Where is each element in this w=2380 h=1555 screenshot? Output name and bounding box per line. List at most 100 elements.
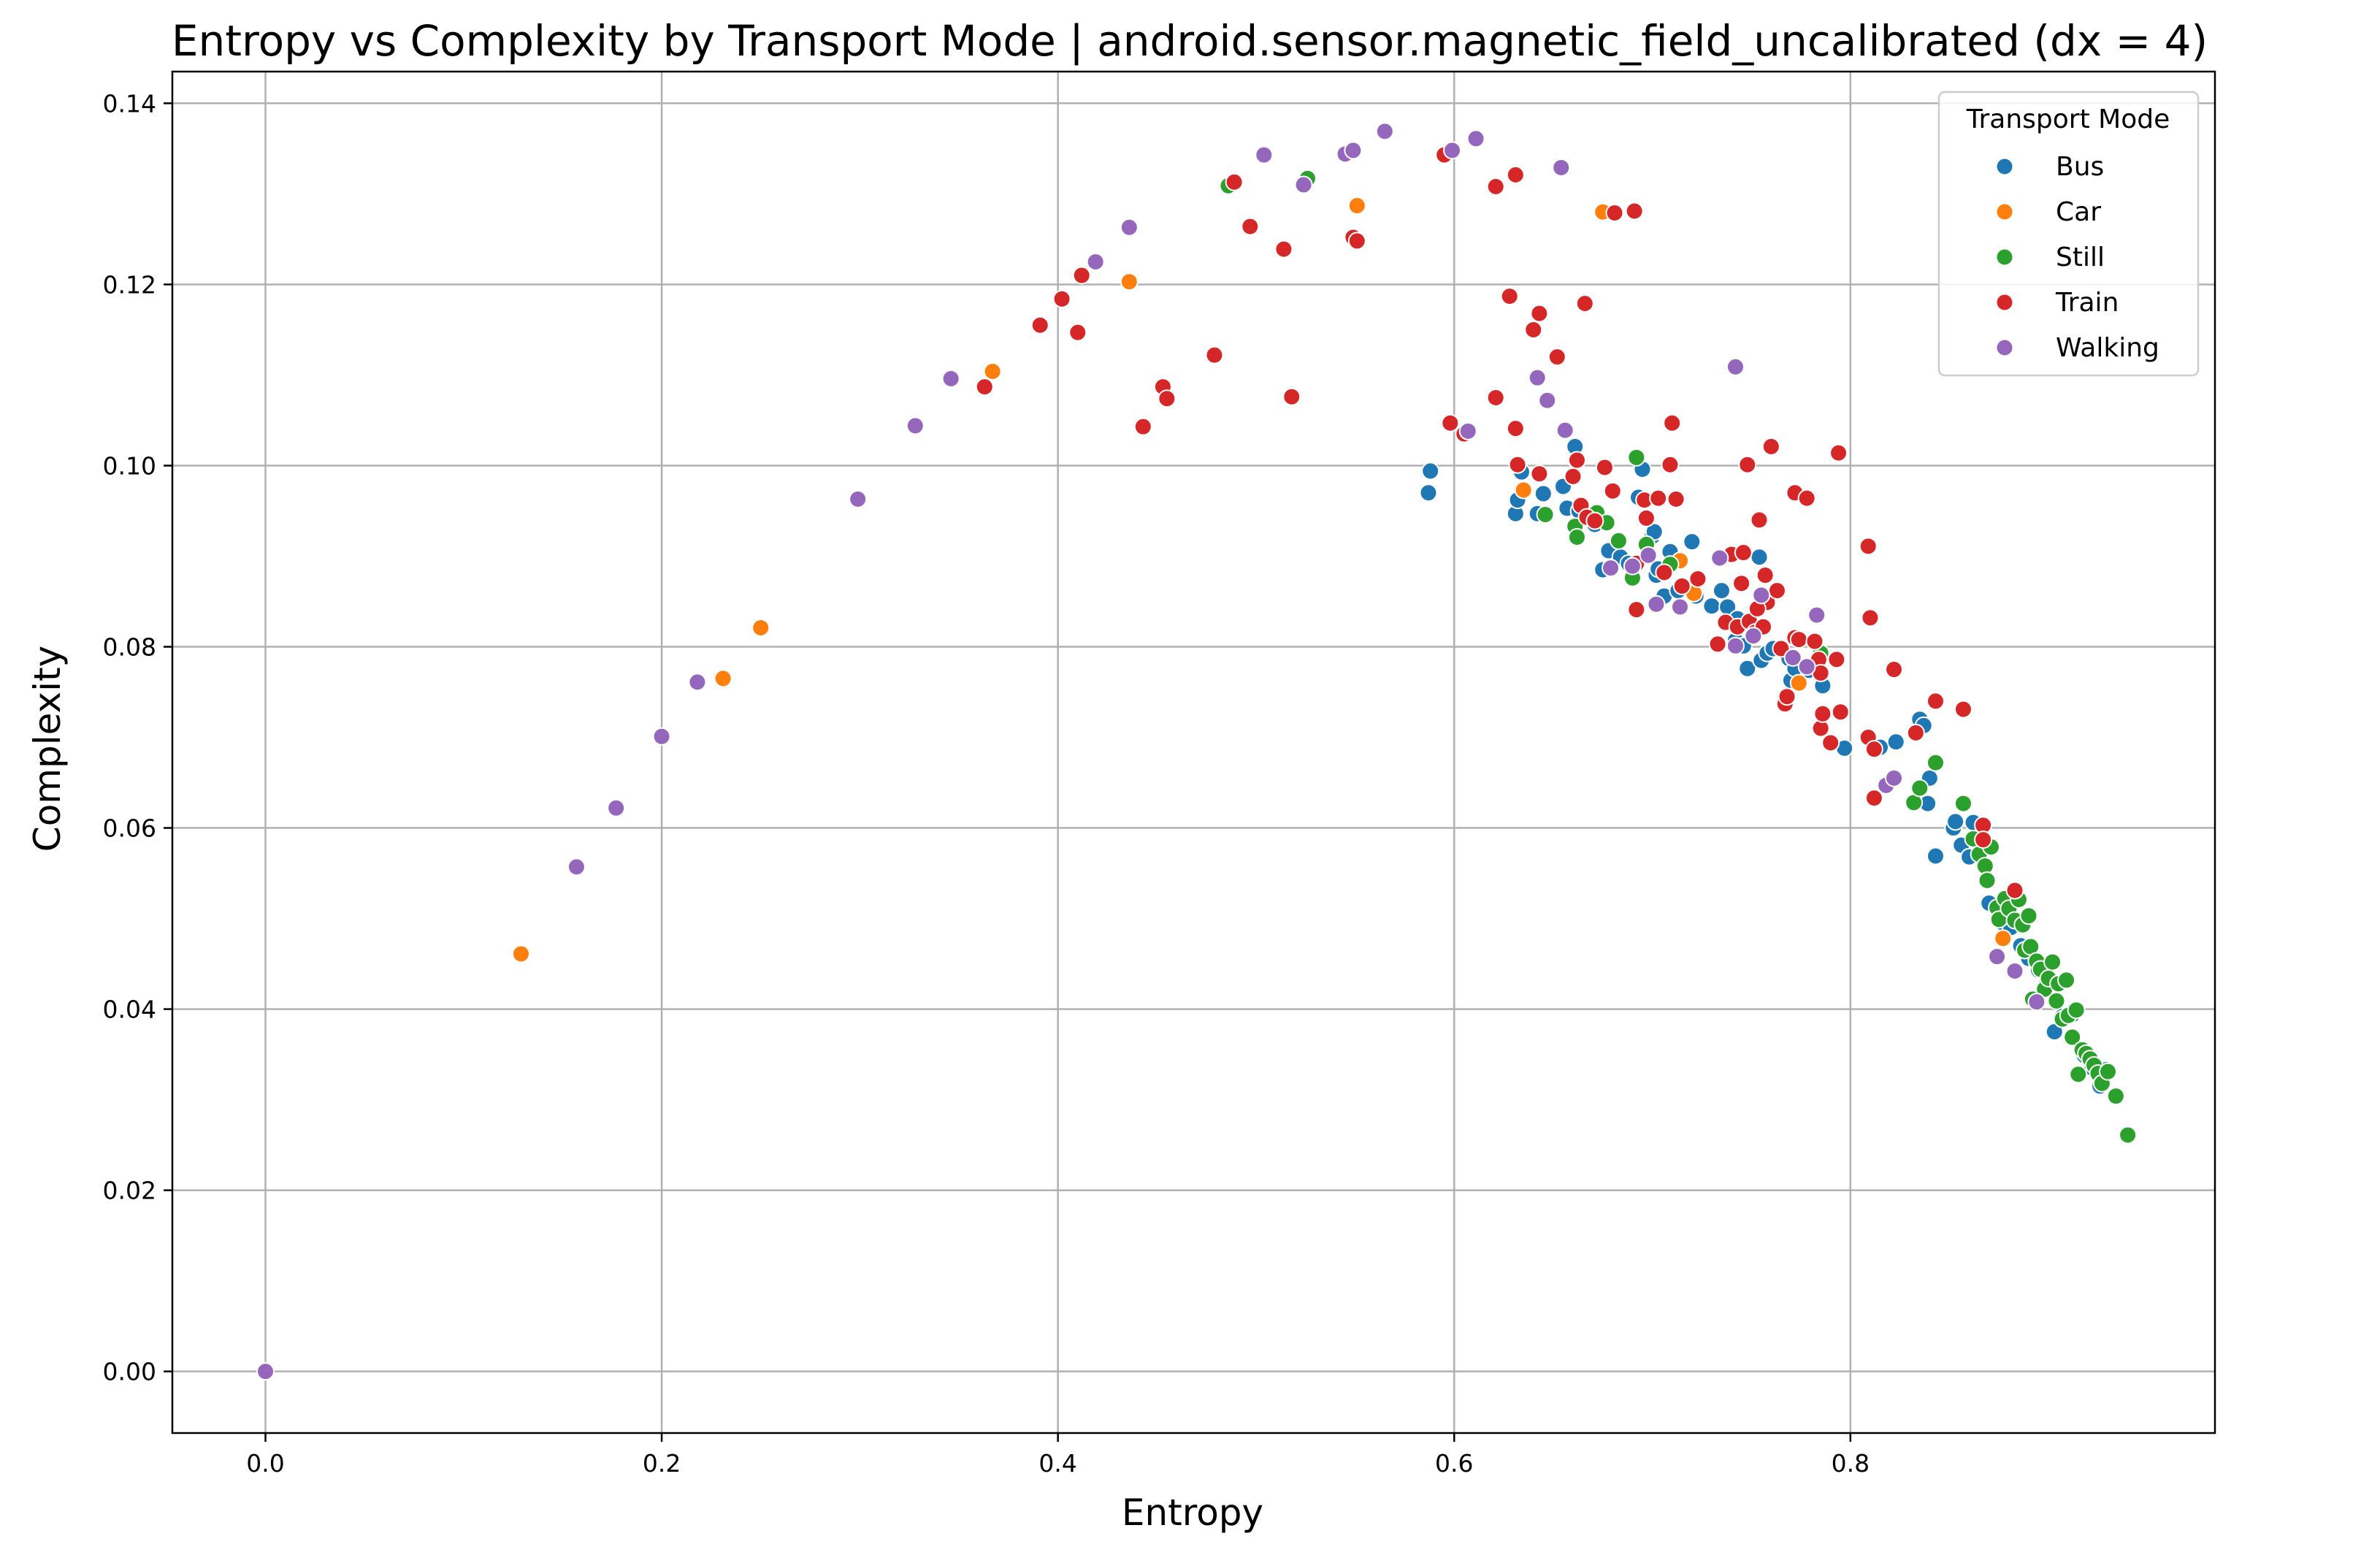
series-car [511, 196, 2013, 963]
legend-title: Transport Mode [1966, 104, 2170, 134]
data-point [1274, 240, 1293, 259]
data-point [1538, 391, 1557, 410]
data-point [1797, 657, 1816, 676]
data-point [1536, 505, 1555, 524]
data-point [1294, 175, 1313, 194]
legend-item-car: Car [1995, 197, 2101, 227]
data-point [1575, 294, 1594, 313]
data-point [1671, 597, 1690, 616]
data-point [1926, 753, 1945, 772]
data-point [1556, 421, 1574, 440]
data-point [1726, 636, 1745, 655]
data-point [688, 673, 707, 692]
data-point [1534, 484, 1553, 503]
data-point [1805, 632, 1824, 651]
y-tick-label: 0.02 [103, 1177, 156, 1205]
data-point [1627, 448, 1646, 467]
legend-item-bus: Bus [1995, 152, 2104, 182]
data-point [2119, 1126, 2138, 1145]
data-point [1086, 252, 1105, 271]
data-point [2005, 881, 2024, 900]
data-point [1120, 272, 1139, 291]
data-point [1241, 217, 1260, 236]
data-point [1530, 465, 1549, 484]
data-point [1609, 531, 1628, 550]
data-point [1347, 196, 1366, 215]
data-point [1282, 387, 1301, 406]
data-point [975, 378, 994, 397]
data-point [1637, 508, 1656, 527]
data-point [1443, 141, 1462, 160]
x-axis-ticks: 0.0 0.2 0.4 0.6 0.8 [246, 1433, 1870, 1478]
data-point [1672, 576, 1691, 595]
data-point [1347, 232, 1366, 251]
data-point [1797, 489, 1816, 508]
data-point [1827, 650, 1846, 669]
data-point [1994, 929, 2013, 948]
data-point [1683, 532, 1702, 551]
data-point [1506, 419, 1525, 438]
data-point [607, 798, 626, 817]
plot-frame [171, 70, 2216, 1434]
data-point [1708, 635, 1727, 654]
data-point [1906, 723, 1925, 742]
data-point [1603, 481, 1622, 500]
data-point [2069, 1065, 2088, 1084]
y-axis-ticks: 0.00 0.02 0.04 0.06 0.08 0.10 0.12 0.14 [103, 89, 172, 1386]
data-point [1667, 489, 1685, 508]
data-point [1734, 543, 1753, 562]
data-point [1564, 467, 1583, 486]
x-tick-label: 0.8 [1832, 1449, 1870, 1478]
data-point [1595, 458, 1614, 477]
data-point [1789, 630, 1808, 649]
data-point [1486, 388, 1505, 407]
data-point [1547, 348, 1566, 367]
legend-label: Bus [2056, 152, 2104, 182]
legend-marker [1995, 338, 2014, 357]
y-tick-label: 0.00 [103, 1358, 156, 1386]
legend-items: Bus Car Still Train Walking [1995, 152, 2159, 363]
data-point [1688, 570, 1707, 589]
data-point [1625, 202, 1644, 221]
y-tick-label: 0.06 [103, 814, 156, 843]
data-point [1030, 316, 1049, 335]
data-point [1524, 320, 1543, 339]
data-point [1974, 830, 1993, 849]
data-point [1831, 703, 1850, 722]
data-point [1710, 549, 1729, 568]
data-point [941, 369, 960, 388]
data-point [1552, 158, 1571, 177]
data-point [1829, 443, 1848, 462]
data-point [849, 489, 868, 508]
data-point [2106, 1087, 2125, 1106]
data-point [1767, 581, 1786, 600]
data-point [1655, 563, 1674, 582]
data-point [1627, 600, 1646, 619]
data-point [1458, 421, 1477, 440]
y-axis-label: Complexity [26, 646, 69, 852]
data-point [713, 669, 732, 688]
data-point [751, 618, 770, 637]
data-point [1954, 700, 1973, 719]
data-point [1530, 304, 1549, 323]
data-point [1158, 389, 1176, 408]
series-train [975, 145, 2024, 900]
legend: Transport Mode Bus Car Still Train Walking [1937, 91, 2200, 377]
data-point [1120, 218, 1139, 237]
data-point [1789, 673, 1808, 692]
data-point [1344, 141, 1363, 160]
data-point [1567, 527, 1586, 546]
legend-label: Car [2056, 197, 2101, 227]
x-tick-label: 0.2 [643, 1449, 681, 1478]
x-tick-label: 0.6 [1435, 1449, 1473, 1478]
data-point [1072, 266, 1091, 285]
data-point [1750, 548, 1769, 567]
data-point [1133, 417, 1152, 436]
legend-marker [1995, 202, 2014, 221]
data-point [1421, 462, 1440, 481]
data-point [1528, 368, 1547, 387]
data-point [1663, 413, 1682, 432]
data-point [1926, 692, 1945, 711]
data-point [1649, 489, 1668, 508]
data-point [1068, 323, 1087, 342]
